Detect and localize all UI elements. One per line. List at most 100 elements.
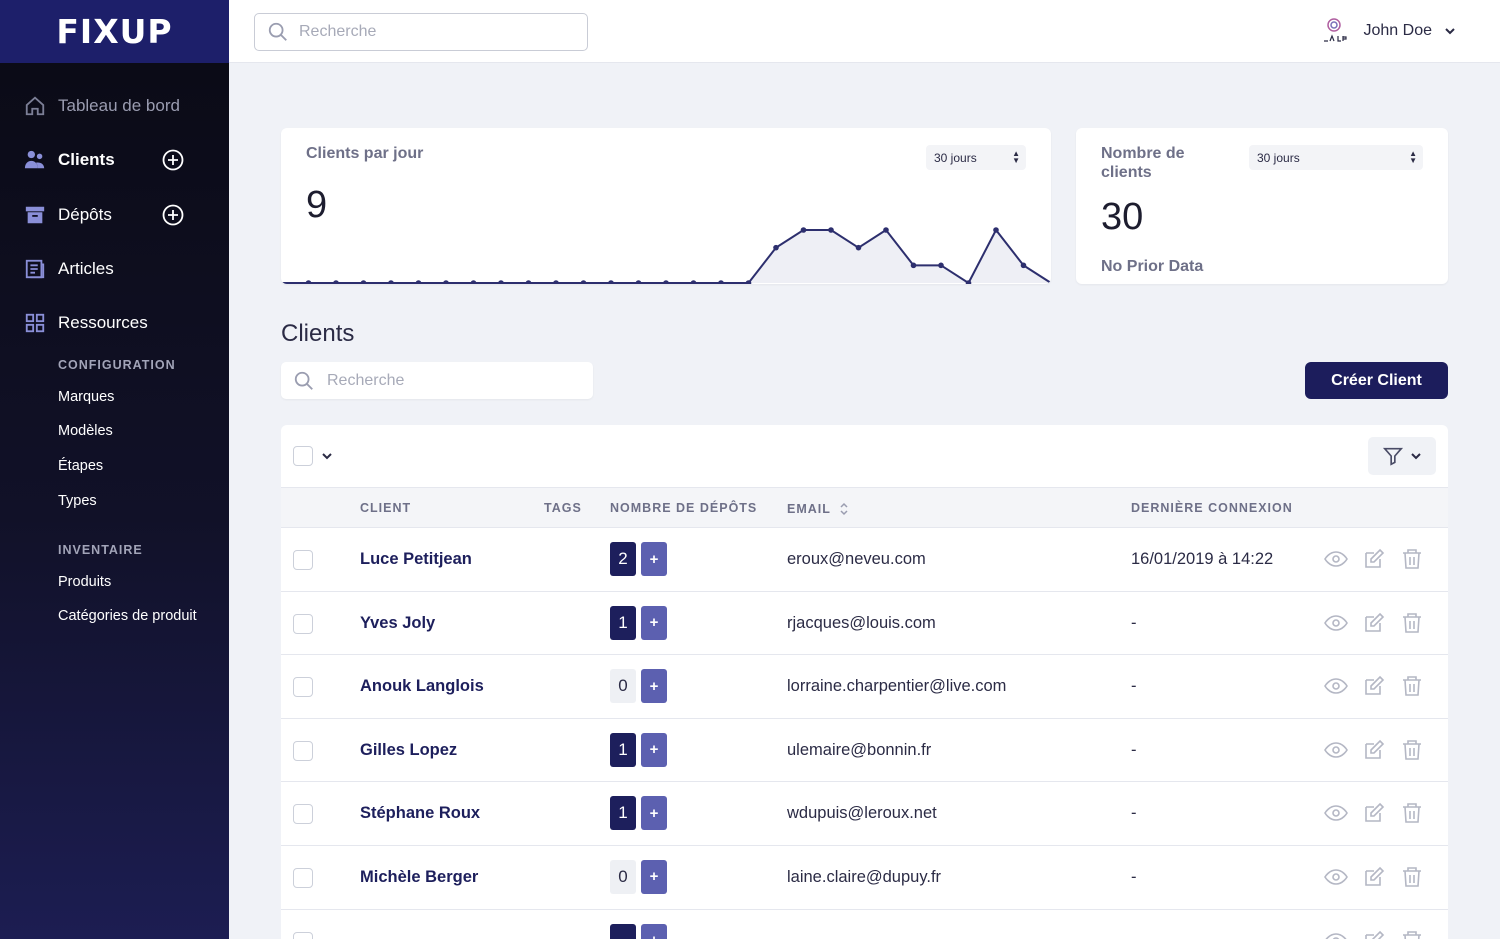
chart-point[interactable] [553, 280, 559, 284]
chart-point[interactable] [1020, 262, 1027, 269]
chart-point[interactable] [718, 280, 724, 284]
client-name-link[interactable]: Michèle Berger [360, 867, 479, 886]
add-depot-button[interactable]: + [641, 542, 667, 576]
sidebar-item-ressources[interactable]: Ressources [0, 303, 229, 343]
add-depot-button[interactable]: + [641, 859, 667, 894]
row-checkbox[interactable] [293, 867, 313, 888]
chart-point[interactable] [443, 280, 449, 284]
chart-point[interactable] [690, 280, 697, 284]
edit-icon[interactable] [1362, 611, 1386, 635]
chart-point[interactable] [800, 227, 807, 233]
client-name-link[interactable]: Stéphane Roux [360, 804, 481, 823]
chart-point[interactable] [965, 280, 972, 284]
edit-icon[interactable] [1362, 865, 1386, 889]
add-depot-button[interactable]: + [641, 669, 667, 704]
chart-point[interactable] [938, 262, 944, 269]
sidebar-item-depots[interactable]: Dépôts [0, 195, 229, 235]
row-checkbox[interactable] [293, 804, 313, 825]
depot-count-badge[interactable]: 0 [610, 859, 636, 894]
client-name-link[interactable]: Anouk Langlois [360, 677, 484, 696]
row-checkbox[interactable] [293, 931, 313, 939]
clients-search-input[interactable]: Recherche [281, 362, 593, 399]
chart-point[interactable] [663, 280, 669, 284]
user-menu[interactable]: John Doe [1320, 16, 1457, 46]
chart-point[interactable] [910, 262, 917, 269]
sidebar-subitem-modeles[interactable]: Modèles [58, 423, 113, 439]
add-depot-button[interactable]: + [641, 605, 667, 640]
last-login: - [1131, 740, 1137, 759]
chart-point[interactable] [635, 280, 642, 284]
chevron-down-icon[interactable] [321, 451, 333, 461]
view-icon[interactable] [1324, 547, 1348, 571]
delete-icon[interactable] [1400, 547, 1424, 571]
view-icon[interactable] [1324, 801, 1348, 825]
add-depot-button[interactable]: + [641, 732, 667, 767]
chart-point[interactable] [608, 280, 614, 284]
client-name-link[interactable]: Luce Petitjean [360, 550, 472, 568]
app-logo[interactable]: FIXUP [0, 0, 229, 63]
sidebar-subitem-marques[interactable]: Marques [58, 389, 115, 405]
depot-count-badge[interactable]: 0 [610, 669, 636, 704]
chart-point[interactable] [580, 280, 587, 284]
add-depot-button[interactable]: + [641, 796, 667, 831]
chart-point[interactable] [498, 280, 504, 284]
chart-point[interactable] [883, 227, 889, 233]
edit-icon[interactable] [1362, 674, 1386, 698]
delete-icon[interactable] [1400, 801, 1424, 825]
delete-icon[interactable] [1400, 865, 1424, 889]
chart-point[interactable] [470, 280, 477, 284]
row-checkbox[interactable] [293, 613, 313, 634]
depot-count-badge[interactable]: 2 [610, 542, 636, 576]
add-depot-button[interactable]: + [641, 923, 667, 939]
edit-icon[interactable] [1362, 929, 1386, 939]
chart-point[interactable] [360, 280, 367, 284]
chart-point[interactable] [745, 280, 752, 284]
sidebar-item-articles[interactable]: Articles [0, 249, 229, 289]
add-depot-icon[interactable] [162, 204, 184, 226]
sidebar-subitem-etapes[interactable]: Étapes [58, 458, 104, 474]
edit-icon[interactable] [1362, 801, 1386, 825]
chart-point[interactable] [855, 244, 862, 251]
create-client-button[interactable]: Créer Client [1305, 362, 1448, 399]
edit-icon[interactable] [1362, 738, 1386, 762]
sidebar-item-clients[interactable]: Clients [0, 140, 229, 180]
top-search-input[interactable]: Recherche [254, 13, 588, 51]
sidebar-subitem-produits[interactable]: Produits [58, 574, 112, 590]
row-checkbox[interactable] [293, 677, 313, 698]
period-select[interactable]: 30 jours ▲ ▼ [926, 145, 1026, 170]
chart-point[interactable] [415, 280, 422, 284]
column-header-email[interactable]: EMAIL [787, 501, 849, 517]
chart-point[interactable] [305, 280, 312, 284]
chart-point[interactable] [388, 280, 394, 284]
filter-button[interactable] [1368, 437, 1436, 475]
view-icon[interactable] [1324, 611, 1348, 635]
view-icon[interactable] [1324, 674, 1348, 698]
sidebar-subitem-types[interactable]: Types [58, 493, 97, 509]
sidebar-subitem-categories[interactable]: Catégories de produit [58, 608, 197, 624]
chart-point[interactable] [828, 227, 834, 233]
add-client-icon[interactable] [162, 149, 184, 171]
depot-count-badge[interactable] [610, 923, 636, 939]
view-icon[interactable] [1324, 738, 1348, 762]
depot-count-badge[interactable]: 1 [610, 796, 636, 831]
chart-point[interactable] [525, 280, 532, 284]
view-icon[interactable] [1324, 929, 1348, 939]
delete-icon[interactable] [1400, 674, 1424, 698]
client-name-link[interactable]: Gilles Lopez [360, 740, 458, 759]
select-all-checkbox[interactable] [293, 446, 313, 466]
row-checkbox[interactable] [293, 550, 313, 570]
edit-icon[interactable] [1362, 547, 1386, 571]
sidebar-item-dashboard[interactable]: Tableau de bord [0, 86, 229, 126]
period-select[interactable]: 30 jours ▲ ▼ [1249, 145, 1423, 170]
chart-point[interactable] [333, 280, 339, 284]
view-icon[interactable] [1324, 865, 1348, 889]
delete-icon[interactable] [1400, 611, 1424, 635]
delete-icon[interactable] [1400, 738, 1424, 762]
chart-point[interactable] [773, 244, 779, 251]
row-checkbox[interactable] [293, 740, 313, 761]
client-name-link[interactable]: Yves Joly [360, 613, 436, 632]
chart-point[interactable] [993, 227, 999, 233]
delete-icon[interactable] [1400, 929, 1424, 939]
depot-count-badge[interactable]: 1 [610, 732, 636, 767]
depot-count-badge[interactable]: 1 [610, 605, 636, 640]
